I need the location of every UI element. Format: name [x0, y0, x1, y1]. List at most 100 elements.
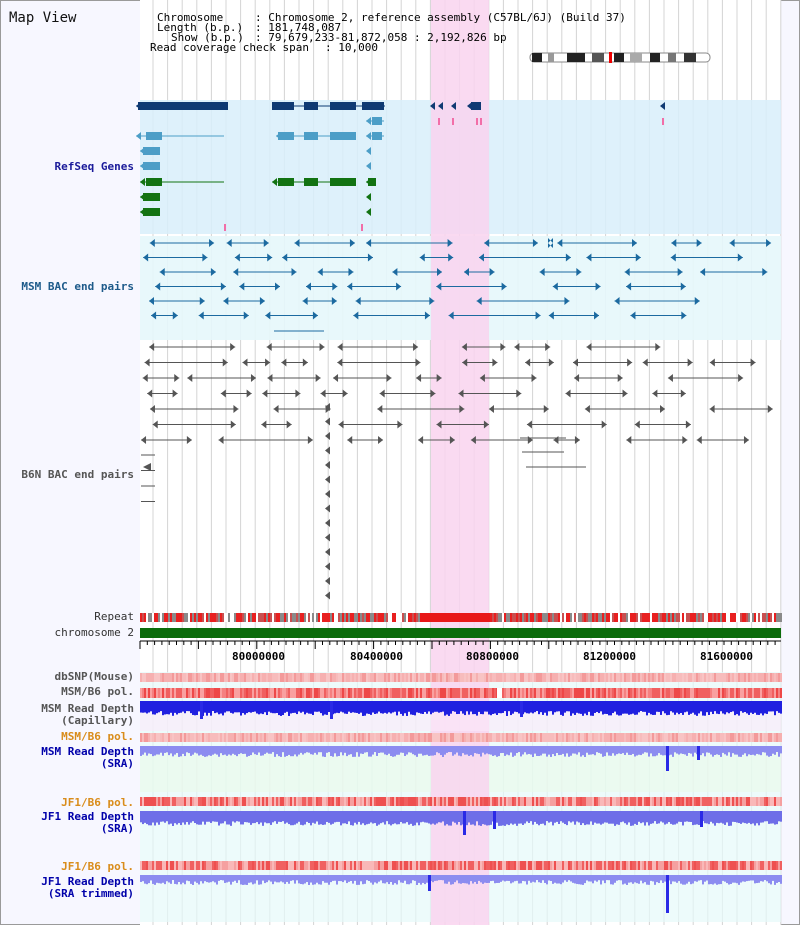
bac-end-arrow: [574, 436, 580, 444]
polymorphism-block: [668, 673, 670, 682]
lower-tracks: [140, 673, 782, 913]
polymorphism-block: [154, 688, 156, 698]
track-label-jf1-depth-trim-1[interactable]: JF1 Read Depth: [41, 875, 134, 888]
polymorphism-block: [726, 861, 728, 870]
read-depth-bar: [728, 746, 730, 753]
polymorphism-block: [736, 733, 738, 742]
read-depth-bar: [238, 701, 240, 713]
read-depth-bar: [438, 746, 440, 754]
track-label-jf1-b6-pol-2[interactable]: JF1/B6 pol.: [61, 860, 134, 873]
polymorphism-block: [314, 688, 316, 698]
read-depth-bar: [224, 875, 226, 883]
read-depth-bar: [212, 746, 214, 755]
polymorphism-block: [320, 797, 322, 806]
polymorphism-block: [340, 688, 342, 698]
read-depth-bar: [276, 746, 278, 755]
read-depth-bar: [692, 811, 694, 826]
polymorphism-block: [638, 688, 640, 698]
track-label-dbsnp[interactable]: dbSNP(Mouse): [54, 670, 134, 683]
polymorphism-block: [420, 797, 422, 806]
read-depth-bar: [748, 875, 750, 881]
read-depth-bar: [292, 701, 294, 713]
polymorphism-block: [650, 673, 652, 682]
polymorphism-block: [754, 797, 756, 806]
gene-exon: [330, 102, 356, 110]
track-label-jf1-depth-sra-1[interactable]: JF1 Read Depth: [41, 810, 134, 823]
repeat-block: [668, 613, 670, 622]
read-depth-bar: [472, 746, 474, 757]
polymorphism-block: [198, 673, 200, 682]
read-depth-bar: [464, 701, 466, 716]
read-depth-bar: [646, 701, 648, 716]
read-depth-bar: [548, 875, 550, 881]
track-label-jf1-b6-pol-1[interactable]: JF1/B6 pol.: [61, 796, 134, 809]
polymorphism-block: [624, 861, 626, 870]
gene-arrow: [136, 132, 141, 140]
bac-end-arrow: [266, 343, 272, 351]
polymorphism-block: [496, 733, 498, 742]
read-depth-bar: [532, 701, 534, 714]
read-depth-bar: [354, 811, 356, 823]
repeat-block: [496, 613, 498, 622]
read-depth-bar: [738, 875, 740, 885]
polymorphism-block: [622, 861, 624, 870]
polymorphism-block: [532, 688, 534, 698]
polymorphism-block: [626, 733, 628, 742]
polymorphism-block: [484, 688, 486, 698]
bac-end-arrow: [696, 436, 702, 444]
read-depth-bar: [756, 701, 758, 715]
bac-end-arrow: [155, 282, 161, 291]
track-label-msm-depth-sra-1[interactable]: MSM Read Depth: [41, 745, 134, 758]
polymorphism-block: [690, 797, 692, 806]
polymorphism-block: [140, 688, 142, 698]
read-depth-bar: [534, 746, 536, 754]
repeat-block: [498, 613, 500, 622]
polymorphism-block: [200, 797, 202, 806]
snp-mark: [452, 118, 454, 125]
bac-end-arrow: [437, 268, 443, 276]
repeat-block: [652, 613, 654, 622]
read-depth-bar: [514, 811, 516, 824]
bac-end-arrow: [295, 389, 301, 398]
polymorphism-block: [564, 733, 566, 742]
read-depth-bar: [674, 701, 676, 715]
bac-end-arrow: [397, 420, 403, 429]
polymorphism-block: [146, 673, 148, 682]
gene-exon: [146, 132, 162, 140]
read-depth-bar: [580, 811, 582, 826]
bac-end-arrow: [470, 436, 476, 444]
track-label-msm-depth-cap-1[interactable]: MSM Read Depth: [41, 702, 134, 715]
track-label-msm-b6-pol-2[interactable]: MSM/B6 pol.: [61, 730, 134, 743]
track-label-msm-b6-pol-1[interactable]: MSM/B6 pol.: [61, 685, 134, 698]
track-label-refseq[interactable]: RefSeq Genes: [54, 160, 134, 173]
polymorphism-block: [644, 861, 646, 870]
polymorphism-block: [392, 673, 394, 682]
track-label-chromosome[interactable]: chromosome 2: [54, 626, 134, 639]
polymorphism-block: [254, 861, 256, 870]
track-label-msm-bac[interactable]: MSM BAC end pairs: [21, 280, 134, 293]
polymorphism-block: [322, 673, 324, 682]
read-depth-bar: [158, 811, 160, 825]
bac-end-arrow: [667, 374, 673, 382]
polymorphism-block: [148, 673, 150, 682]
track-label-b6n-bac[interactable]: B6N BAC end pairs: [21, 468, 134, 481]
gene-arrow: [272, 178, 277, 186]
read-depth-spike: [666, 875, 669, 913]
read-depth-bar: [562, 701, 564, 716]
read-depth-bar: [174, 811, 176, 824]
read-depth-bar: [462, 875, 464, 884]
bac-end-arrow: [539, 268, 545, 276]
read-depth-bar: [144, 701, 146, 713]
read-depth-bar: [502, 746, 504, 753]
polymorphism-block: [246, 861, 248, 870]
polymorphism-block: [650, 733, 652, 742]
track-label-repeat[interactable]: Repeat: [94, 610, 134, 623]
polymorphism-block: [502, 733, 504, 742]
read-depth-bar: [754, 811, 756, 826]
read-depth-bar: [582, 875, 584, 885]
polymorphism-block: [162, 861, 164, 870]
read-depth-bar: [204, 701, 206, 713]
polymorphism-block: [696, 688, 698, 698]
polymorphism-block: [530, 673, 532, 682]
